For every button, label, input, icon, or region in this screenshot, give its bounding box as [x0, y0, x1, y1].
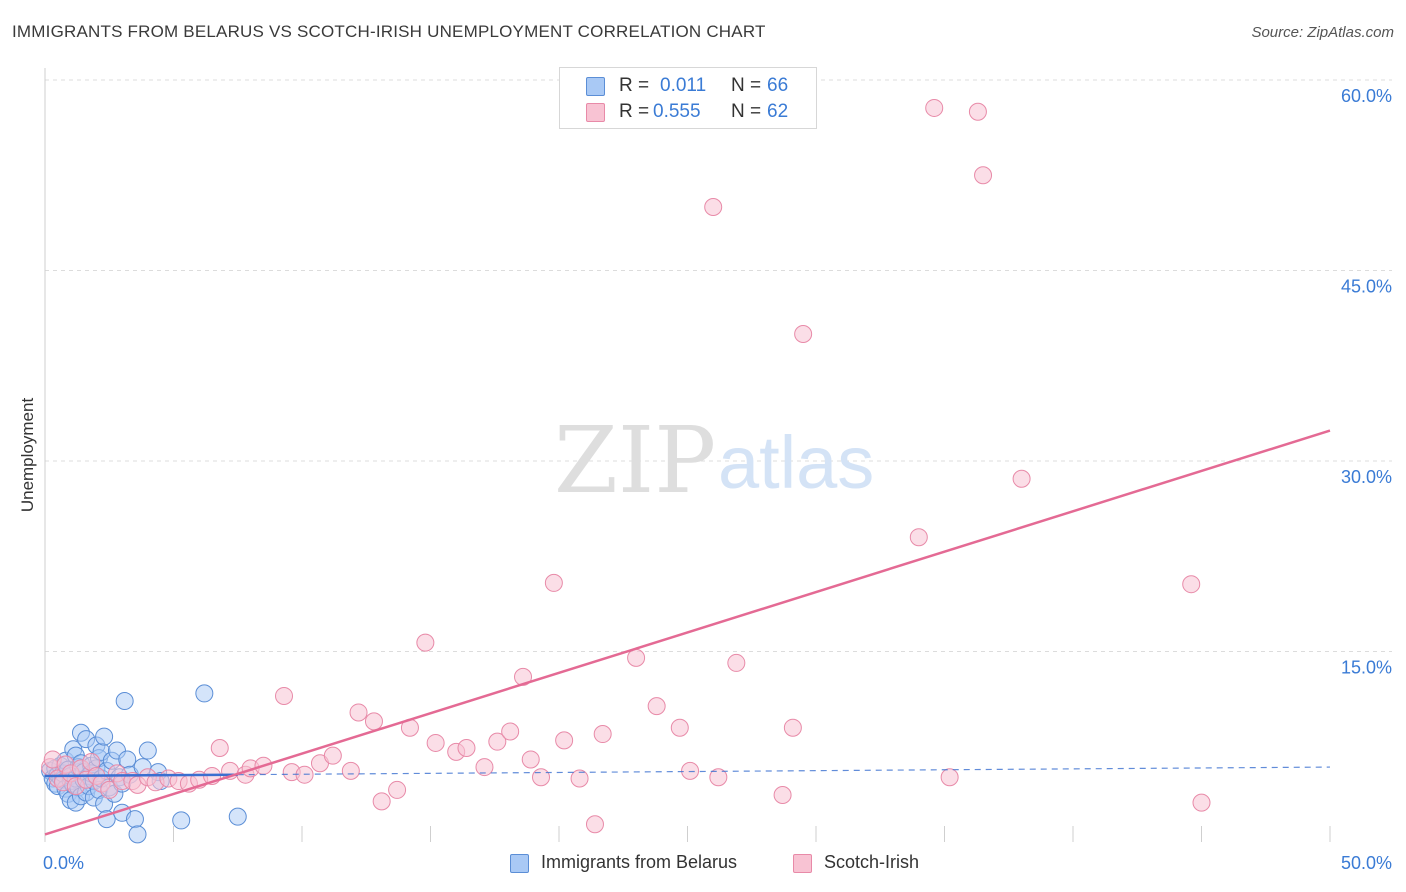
bottom-legend-label-belarus: Immigrants from Belarus	[541, 852, 738, 872]
scotch-irish-point	[388, 780, 407, 799]
scotch-irish-point	[627, 648, 646, 667]
bottom-legend-swatch-scotch-irish	[793, 854, 812, 873]
scotch-irish-point	[372, 792, 391, 811]
scotch-irish-point	[925, 98, 944, 117]
y-tick-label: 30.0%	[1341, 467, 1392, 487]
legend-r-value: 0.555	[653, 101, 701, 122]
scotch-irish-point	[275, 686, 294, 705]
source-label: Source: ZipAtlas.com	[1251, 24, 1394, 41]
scotch-irish-point	[968, 102, 987, 121]
scotch-irish-point	[773, 786, 792, 805]
x-tick-label-max: 50.0%	[1341, 853, 1392, 873]
scotch-irish-point	[974, 166, 993, 185]
legend-r-label: R =	[619, 101, 650, 122]
legend-swatch-scotch-irish	[586, 103, 605, 122]
belarus-trend-solid	[44, 773, 238, 778]
scotch-irish-point	[521, 750, 540, 769]
belarus-point	[172, 811, 191, 830]
watermark-zip: ZIP	[554, 407, 716, 514]
legend-r-label: R =	[619, 75, 650, 96]
belarus-point	[128, 825, 147, 844]
legend-swatch-belarus	[586, 77, 605, 96]
scotch-irish-point	[323, 746, 342, 765]
scotch-irish-point	[670, 718, 689, 737]
scotch-irish-point	[940, 768, 959, 787]
belarus-point	[95, 727, 114, 746]
scotch-irish-point	[426, 733, 445, 752]
scotch-irish-point	[501, 722, 520, 741]
watermark-atlas: atlas	[718, 421, 874, 504]
scotch-irish-point	[585, 815, 604, 834]
scotch-irish-point	[364, 712, 383, 731]
scotch-irish-point	[593, 725, 612, 744]
scotch-irish-point	[416, 633, 435, 652]
legend-n-value: 66	[767, 75, 789, 96]
legend-n-label: N =	[731, 101, 762, 122]
scotch-irish-point	[341, 761, 360, 780]
axes	[44, 68, 1331, 842]
scotch-irish-point	[488, 732, 507, 751]
scotch-irish-point	[555, 731, 574, 750]
legend-r-value: 0.011	[660, 75, 707, 96]
scotch-irish-trend	[44, 429, 1331, 836]
scotch-irish-point	[1012, 469, 1031, 488]
chart-title: IMMIGRANTS FROM BELARUS VS SCOTCH-IRISH …	[12, 22, 766, 41]
scotch-irish-point	[532, 768, 551, 787]
belarus-point	[118, 750, 137, 769]
belarus-point	[195, 684, 214, 703]
scotch-irish-point	[457, 739, 476, 758]
scotch-irish-point	[794, 325, 813, 343]
y-tick-label: 60.0%	[1341, 86, 1392, 106]
legend-n-value: 62	[767, 101, 789, 122]
scotch-irish-point	[704, 198, 723, 216]
scotch-irish-point	[1182, 575, 1201, 594]
scotch-irish-point	[544, 573, 563, 592]
scotch-irish-point	[727, 653, 746, 672]
belarus-point	[125, 810, 144, 829]
scotch-irish-point	[570, 769, 589, 788]
belarus-trend-dashed	[237, 766, 1331, 776]
tick-labels: 15.0% 30.0% 45.0% 60.0% 0.0% 50.0%	[43, 86, 1392, 873]
scotch-irish-point	[709, 768, 728, 787]
correlation-legend: R = 0.011 N = 66 R = 0.555 N = 62	[559, 67, 817, 129]
x-tick-label-min: 0.0%	[43, 853, 84, 873]
scotch-irish-point	[909, 528, 928, 547]
bottom-legend-swatch-belarus	[510, 854, 529, 873]
scotch-irish-point	[100, 780, 119, 799]
scotch-irish-point	[210, 739, 229, 758]
scotch-irish-point	[681, 761, 700, 780]
trend-lines	[44, 429, 1331, 836]
scotch-irish-point	[475, 758, 494, 777]
bottom-legend-label-scotch-irish: Scotch-Irish	[824, 852, 920, 872]
belarus-point	[115, 692, 134, 711]
legend-n-label: N =	[731, 75, 762, 96]
scotch-irish-point	[647, 697, 666, 716]
belarus-point	[228, 807, 247, 826]
scotch-irish-point	[783, 718, 802, 737]
scotch-irish-point	[349, 703, 368, 722]
belarus-point	[138, 741, 157, 760]
grid-lines	[45, 79, 1392, 652]
scotch-irish-point	[1192, 793, 1211, 812]
y-tick-label: 15.0%	[1341, 658, 1392, 678]
y-tick-label: 45.0%	[1341, 277, 1392, 297]
